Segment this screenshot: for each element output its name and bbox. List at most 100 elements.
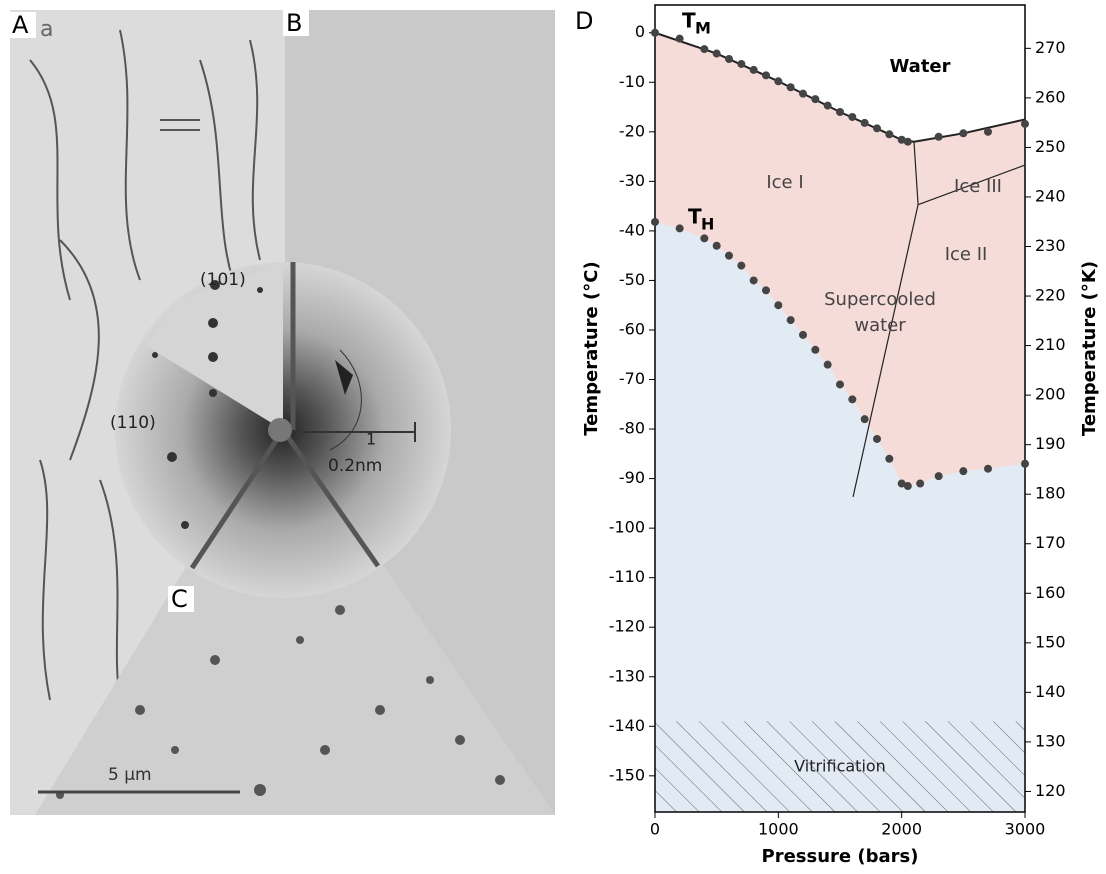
y2-tick-label: 250 [1035, 137, 1066, 156]
data-point [676, 35, 684, 43]
y-tick-label: -20 [619, 121, 645, 140]
miller-index: (101) [200, 270, 246, 290]
y-tick-label: -90 [619, 468, 645, 487]
y2-tick-label: 120 [1035, 781, 1066, 800]
y2-tick-label: 200 [1035, 385, 1066, 404]
scale-label: 1 [366, 430, 376, 449]
curve-label-subscript: H [701, 215, 714, 234]
data-point [873, 124, 881, 132]
data-point [904, 482, 912, 490]
y2-tick-label: 230 [1035, 236, 1066, 255]
data-point [873, 435, 881, 443]
y2-tick-label: 240 [1035, 186, 1066, 205]
y-tick-label: -110 [609, 567, 645, 586]
data-point [725, 55, 733, 63]
x-tick-label: 3000 [1005, 820, 1046, 839]
data-point [836, 108, 844, 116]
data-point [984, 465, 992, 473]
data-point [1021, 460, 1029, 468]
curve-label-subscript: M [695, 19, 711, 38]
curve-label: T [688, 205, 702, 229]
panel-label: B [286, 9, 302, 37]
y-tick-label: -130 [609, 666, 645, 685]
scale-label: 5 µm [108, 765, 152, 785]
data-point [848, 113, 856, 121]
data-point [700, 234, 708, 242]
data-point [959, 467, 967, 475]
figure: A a B C (101) (110) 1 0.2nm 5 µm D 0-10-… [0, 0, 1106, 870]
y2-tick-label: 190 [1035, 434, 1066, 453]
data-point [1021, 120, 1029, 128]
y2-tick-label: 130 [1035, 731, 1066, 750]
data-point [916, 480, 924, 488]
y-tick-label: -80 [619, 419, 645, 438]
data-point [861, 119, 869, 127]
beam-stop [268, 418, 292, 442]
data-point [811, 95, 819, 103]
panel-sublabel: a [40, 17, 53, 42]
data-point [861, 415, 869, 423]
data-point [824, 102, 832, 110]
panel-label: C [171, 585, 188, 613]
y2-axis-label: Temperature (°K) [1079, 261, 1100, 436]
y-tick-label: -10 [619, 72, 645, 91]
data-point [787, 83, 795, 91]
data-point [750, 66, 758, 74]
region-label: Ice III [954, 176, 1002, 197]
data-point [904, 138, 912, 146]
y-tick-label: -60 [619, 319, 645, 338]
x-tick-label: 1000 [758, 820, 799, 839]
y-tick-label: -70 [619, 369, 645, 388]
y-tick-label: -40 [619, 220, 645, 239]
region-label: Ice II [945, 244, 988, 265]
y-tick-label: -50 [619, 270, 645, 289]
data-point [762, 71, 770, 79]
y2-tick-label: 210 [1035, 335, 1066, 354]
data-point [750, 276, 758, 284]
data-point [984, 128, 992, 136]
y-tick-label: -30 [619, 171, 645, 190]
data-point [713, 242, 721, 250]
data-point [713, 50, 721, 58]
x-tick-label: 0 [650, 820, 660, 839]
data-point [811, 346, 819, 354]
curve-label: T [682, 9, 696, 33]
data-point [651, 218, 659, 226]
data-point [651, 29, 659, 37]
y-tick-label: -140 [609, 716, 645, 735]
data-point [959, 129, 967, 137]
data-point [725, 252, 733, 260]
data-point [700, 45, 708, 53]
micrograph-panel: A a B C (101) (110) 1 0.2nm 5 µm [10, 9, 555, 815]
region-label: Ice I [766, 172, 803, 193]
y2-tick-label: 220 [1035, 286, 1066, 305]
x-tick-label: 2000 [881, 820, 922, 839]
y2-tick-label: 150 [1035, 632, 1066, 651]
y-axis-label: Temperature (°C) [581, 261, 602, 435]
region-label: Supercooled [824, 289, 936, 310]
region-label: Water [889, 56, 950, 77]
region-label: water [854, 315, 906, 336]
y2-tick-label: 180 [1035, 484, 1066, 503]
data-point [762, 286, 770, 294]
data-point [848, 395, 856, 403]
data-point [676, 224, 684, 232]
panel-label: A [12, 11, 29, 39]
data-point [799, 331, 807, 339]
y-tick-label: -100 [609, 518, 645, 537]
data-point [935, 472, 943, 480]
y2-tick-label: 160 [1035, 583, 1066, 602]
phase-diagram: D 0-10-20-30-40-50-60-70-80-90-100-110-1… [575, 5, 1100, 867]
data-point [824, 361, 832, 369]
y2-tick-label: 260 [1035, 87, 1066, 106]
y2-tick-label: 140 [1035, 682, 1066, 701]
y2-tick-label: 170 [1035, 533, 1066, 552]
data-point [935, 133, 943, 141]
scale-label: 0.2nm [328, 456, 382, 476]
data-point [737, 262, 745, 270]
data-point [737, 60, 745, 68]
y-tick-label: 0 [635, 22, 645, 41]
data-point [885, 130, 893, 138]
data-point [885, 455, 893, 463]
region-label: Vitrification [794, 757, 886, 776]
